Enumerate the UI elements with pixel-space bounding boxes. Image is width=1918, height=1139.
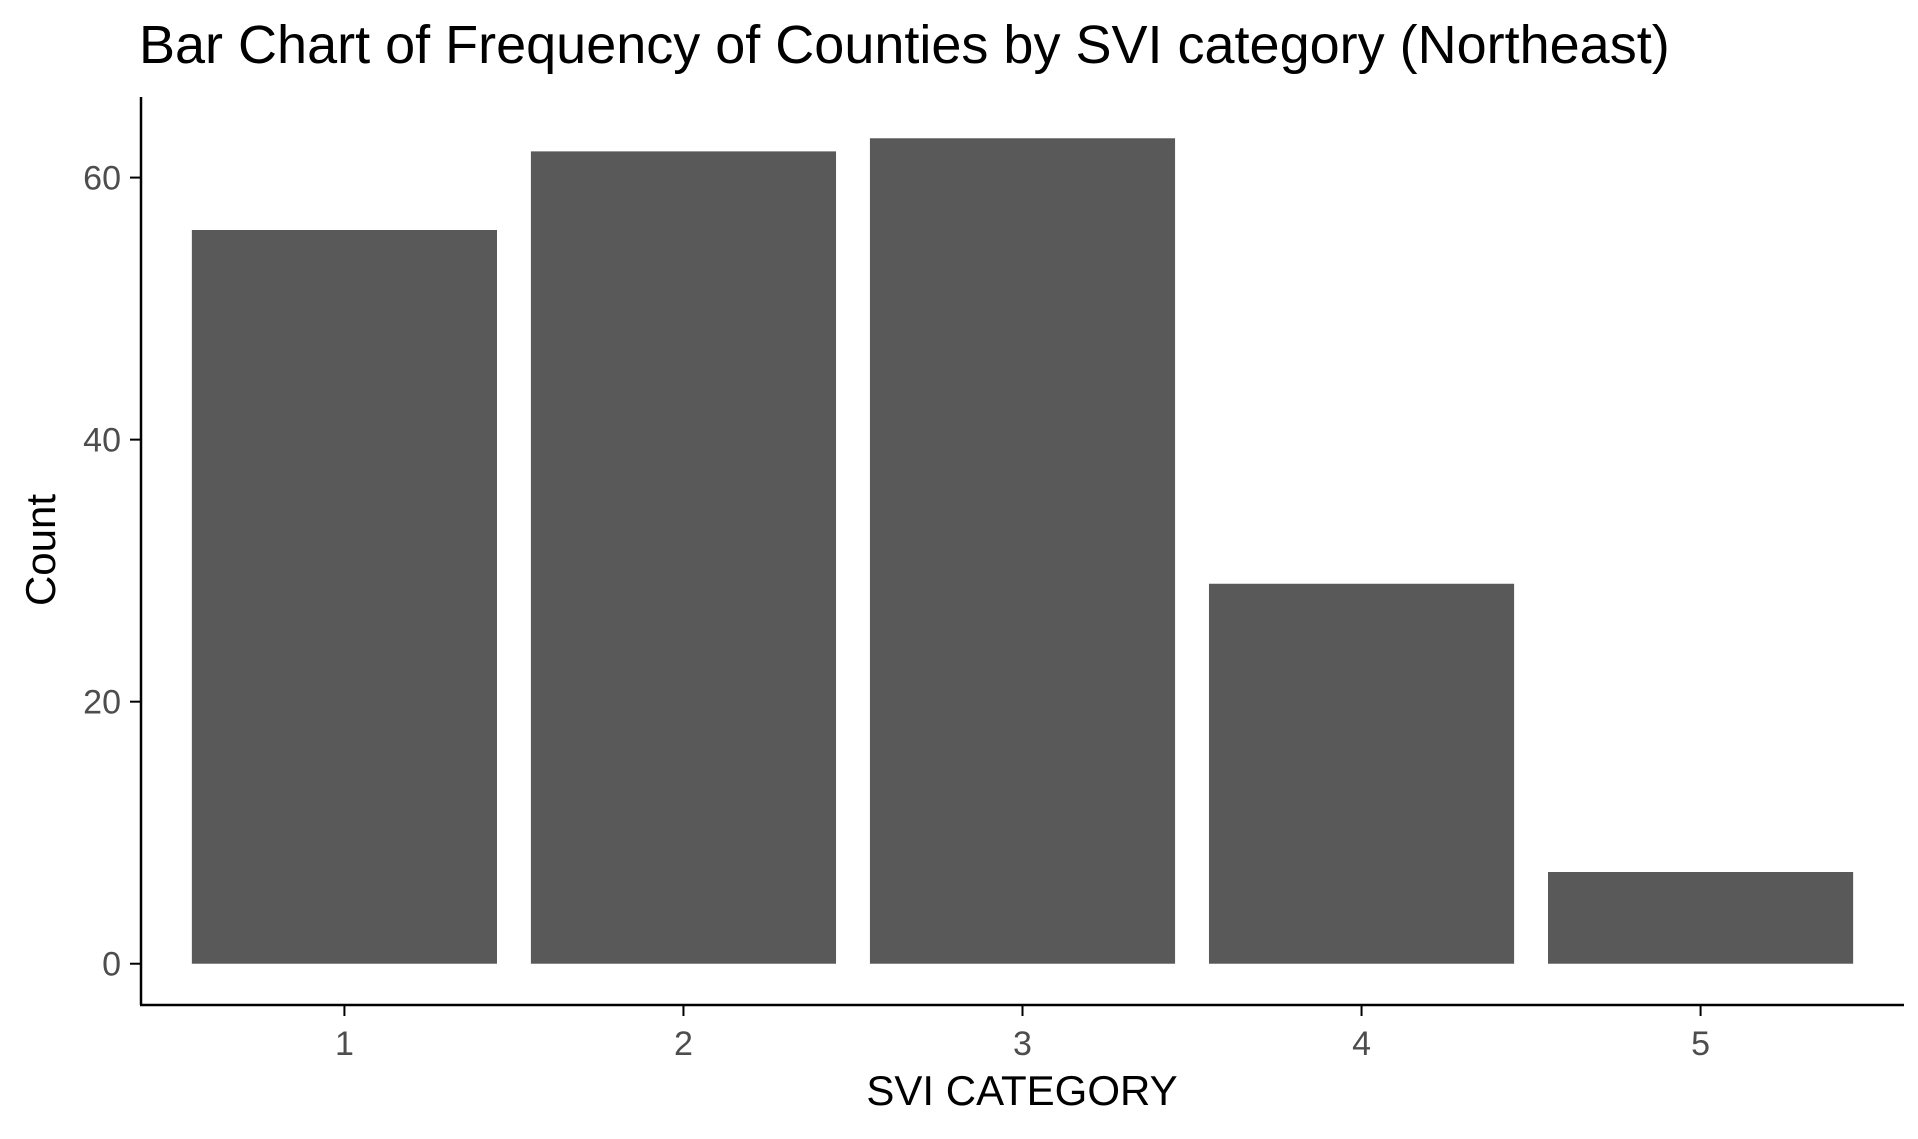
y-tick-label-40: 40 <box>83 422 121 460</box>
x-tick-label-3: 3 <box>1013 1025 1032 1063</box>
bar-3 <box>869 138 1176 964</box>
bar-1 <box>191 229 497 964</box>
x-tick-label-2: 2 <box>674 1025 693 1063</box>
x-axis-ticks: 1 2 3 4 5 <box>335 1005 1710 1063</box>
y-tick-label-20: 20 <box>83 684 121 722</box>
chart-title: Bar Chart of Frequency of Counties by SV… <box>139 15 1670 75</box>
x-tick-label-5: 5 <box>1691 1025 1710 1063</box>
bar-2 <box>530 151 837 964</box>
bar-5 <box>1548 872 1854 964</box>
x-tick-label-4: 4 <box>1352 1025 1371 1063</box>
y-tick-label-60: 60 <box>83 160 121 198</box>
bars <box>191 138 1854 964</box>
bar-4 <box>1208 583 1515 964</box>
y-axis-ticks: 0 20 40 60 <box>83 160 141 984</box>
x-axis-title: SVI CATEGORY <box>866 1067 1177 1114</box>
x-tick-label-1: 1 <box>335 1025 354 1063</box>
y-axis-title: Count <box>17 494 64 606</box>
y-tick-label-0: 0 <box>102 946 121 984</box>
